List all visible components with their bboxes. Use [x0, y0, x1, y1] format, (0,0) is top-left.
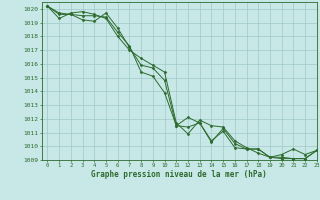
X-axis label: Graphe pression niveau de la mer (hPa): Graphe pression niveau de la mer (hPa) — [91, 170, 267, 179]
